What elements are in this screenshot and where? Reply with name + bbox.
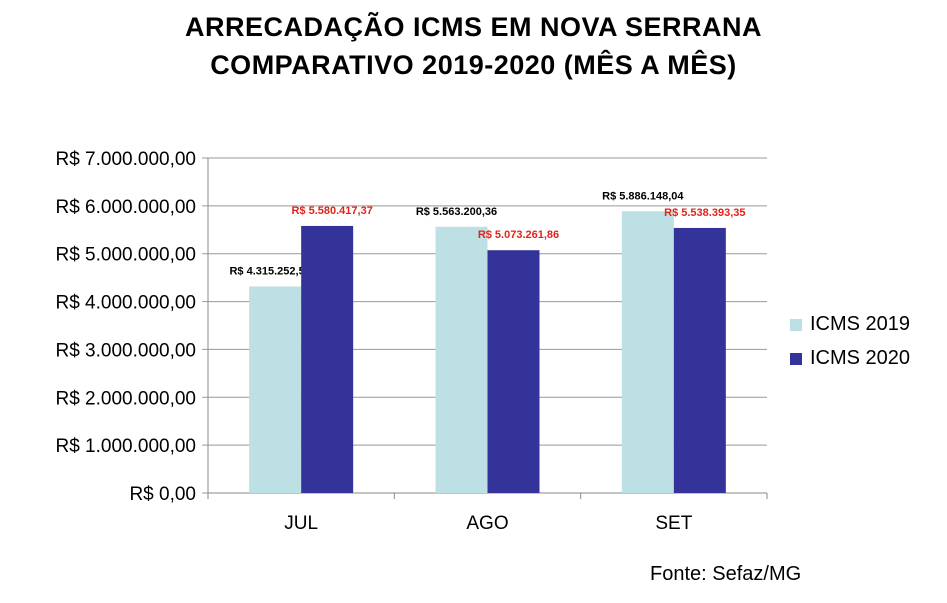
data-label: R$ 5.580.417,37: [291, 205, 372, 217]
x-tick-label: SET: [655, 513, 692, 534]
y-tick-label: R$ 0,00: [129, 484, 196, 505]
y-tick-label: R$ 1.000.000,00: [55, 436, 196, 457]
legend-label-icms-2020: ICMS 2020: [810, 347, 911, 369]
data-label: R$ 4.315.252,54: [229, 265, 311, 277]
bar-icms-2020: [487, 250, 540, 493]
y-tick-label: R$ 7.000.000,00: [55, 149, 196, 170]
y-tick-label: R$ 2.000.000,00: [55, 388, 196, 409]
chart-title-line-1: ARRECADAÇÃO ICMS EM NOVA SERRANA: [184, 12, 762, 42]
legend-swatch-icms-2019: [790, 318, 802, 331]
y-tick-label: R$ 6.000.000,00: [55, 197, 196, 218]
y-tick-label: R$ 4.000.000,00: [55, 293, 196, 314]
bar-icms-2020: [673, 227, 726, 494]
y-tick-label: R$ 3.000.000,00: [55, 340, 196, 361]
bar-icms-2019: [249, 286, 302, 493]
legend-item-icms-2020: ICMS 2020: [790, 347, 910, 370]
data-label: R$ 5.886.148,04: [602, 190, 684, 202]
data-label: R$ 5.538.393,35: [664, 207, 745, 219]
x-tick-label: JUL: [284, 513, 318, 534]
bar-icms-2019: [621, 211, 674, 493]
legend-label-icms-2019: ICMS 2019: [810, 313, 911, 335]
bar-icms-2020: [301, 225, 354, 493]
legend-item-icms-2019: ICMS 2019: [790, 313, 910, 336]
y-tick-label: R$ 5.000.000,00: [55, 245, 196, 266]
legend-swatch-icms-2020: [790, 352, 802, 365]
x-tick-label: AGO: [466, 513, 508, 534]
chart-title-line-2: COMPARATIVO 2019-2020 (MÊS A MÊS): [210, 50, 737, 80]
bar-icms-2019: [435, 226, 488, 494]
data-label: R$ 5.073.261,86: [478, 229, 559, 241]
source-note: Fonte: Sefaz/MG: [650, 563, 802, 585]
data-label: R$ 5.563.200,36: [416, 206, 497, 218]
